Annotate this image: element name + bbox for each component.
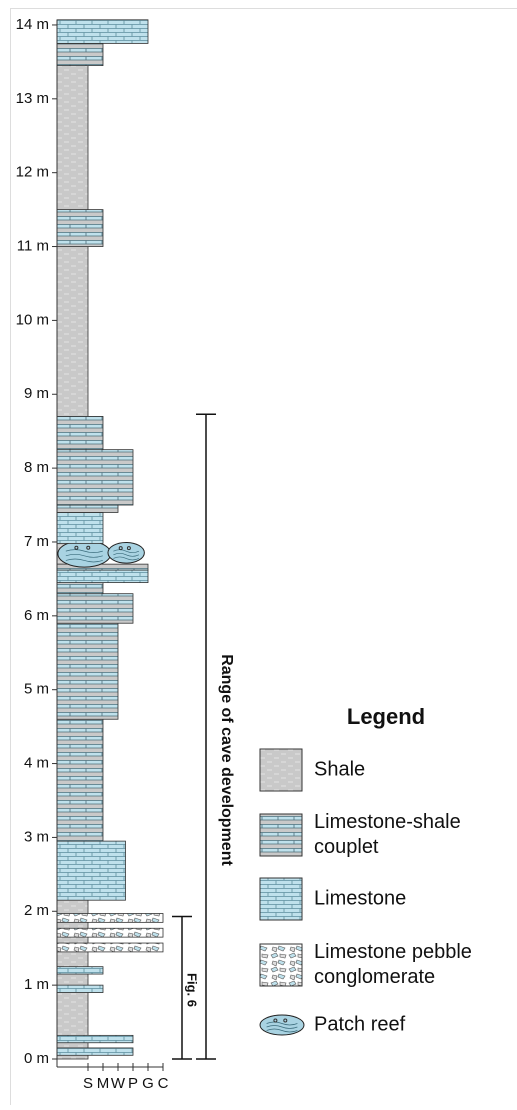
y-tick-label: 13 m: [16, 90, 49, 107]
y-tick-label: 10 m: [16, 311, 49, 328]
bed: [57, 20, 148, 44]
y-tick-label: 6 m: [24, 607, 49, 624]
y-tick-label: 7 m: [24, 533, 49, 550]
range-label: Range of cave development: [218, 654, 235, 866]
legend-swatch: [260, 814, 302, 856]
page: {"axis": {"ticks": [ {"value": 0, "label…: [0, 0, 517, 1105]
y-tick-label: 2 m: [24, 902, 49, 919]
bed: [57, 210, 103, 247]
reef-body: [58, 540, 111, 567]
bed: [57, 928, 163, 937]
legend-label: Patch reef: [314, 1013, 406, 1035]
y-tick-label: 1 m: [24, 976, 49, 993]
bed: [57, 841, 126, 900]
bed: [57, 967, 103, 974]
bed: [57, 985, 103, 992]
bed: [57, 719, 103, 841]
bed: [57, 570, 148, 583]
y-tick-label: 9 m: [24, 385, 49, 402]
legend-swatch: [260, 749, 302, 791]
y-tick-label: 11 m: [17, 238, 49, 255]
bed: [57, 1035, 133, 1042]
legend-title: Legend: [347, 704, 425, 729]
legend-label: conglomerate: [314, 966, 435, 988]
bed: [57, 623, 118, 719]
legend-swatch: [260, 878, 302, 920]
bed: [57, 43, 103, 65]
y-tick-label: 12 m: [16, 164, 49, 181]
figure: Legend 0 m 1 m 2 m 3 m 4 m 5 m 6 m 7 m 8 m 9 m 10 …: [0, 0, 517, 1105]
patch-reef: [260, 1015, 304, 1035]
x-tick-label: G: [142, 1075, 154, 1092]
y-tick-label: 3 m: [24, 828, 49, 845]
x-tick-label: P: [128, 1075, 138, 1092]
bed: [57, 1048, 133, 1055]
bed: [57, 416, 103, 449]
y-tick-label: 14 m: [16, 16, 49, 33]
bed: [57, 583, 103, 594]
legend-label: Shale: [314, 758, 365, 780]
patch-reef: [108, 542, 144, 563]
legend-swatch: [260, 944, 302, 986]
y-tick-label: 5 m: [24, 681, 49, 698]
reef-body: [108, 542, 144, 563]
legend-label: Limestone: [314, 887, 406, 909]
bed: [57, 450, 133, 505]
bed: [57, 943, 163, 952]
x-tick-label: W: [111, 1075, 126, 1092]
bed: [57, 512, 103, 543]
x-tick-label: S: [83, 1075, 93, 1092]
y-tick-label: 4 m: [24, 755, 49, 772]
legend-label: Limestone pebble: [314, 941, 472, 963]
x-tick-label: C: [158, 1075, 169, 1092]
legend-label: Limestone-shale: [314, 811, 461, 833]
bed: [57, 594, 133, 624]
x-tick-label: M: [97, 1075, 110, 1092]
y-tick-label: 8 m: [24, 459, 49, 476]
bed: [57, 505, 118, 512]
y-tick-label: 0 m: [24, 1050, 49, 1067]
reef-body: [260, 1015, 304, 1035]
legend-label: couplet: [314, 836, 379, 858]
range-label: Fig. 6: [185, 973, 200, 1007]
patch-reef: [58, 540, 111, 567]
bed: [57, 913, 163, 922]
